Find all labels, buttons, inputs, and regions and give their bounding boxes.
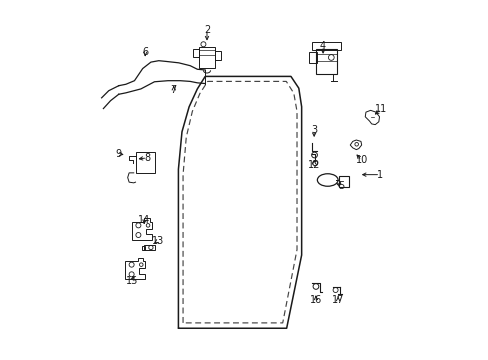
Bar (192, 49, 199, 57)
Text: 3: 3 (310, 125, 317, 135)
Text: 14: 14 (138, 215, 150, 225)
Text: 8: 8 (144, 153, 150, 163)
Text: 12: 12 (307, 159, 320, 170)
Text: 16: 16 (309, 295, 322, 305)
Bar (308, 52, 316, 63)
Bar (142, 246, 145, 249)
Bar (312, 42, 340, 50)
Bar (315, 49, 337, 73)
Text: 7: 7 (170, 85, 177, 95)
Text: 13: 13 (152, 236, 164, 246)
Text: 15: 15 (125, 276, 138, 286)
Text: 9: 9 (116, 149, 122, 159)
Text: 4: 4 (319, 41, 325, 51)
Bar (135, 152, 155, 173)
Bar (214, 51, 221, 60)
Bar (339, 176, 348, 187)
Text: 5: 5 (337, 181, 344, 191)
Text: 6: 6 (142, 47, 148, 57)
Text: 10: 10 (355, 156, 367, 165)
Text: 1: 1 (376, 170, 383, 180)
Text: 17: 17 (331, 295, 344, 305)
Bar (144, 245, 155, 250)
Text: 2: 2 (203, 25, 210, 35)
Bar (199, 48, 214, 68)
Text: 11: 11 (374, 104, 386, 114)
